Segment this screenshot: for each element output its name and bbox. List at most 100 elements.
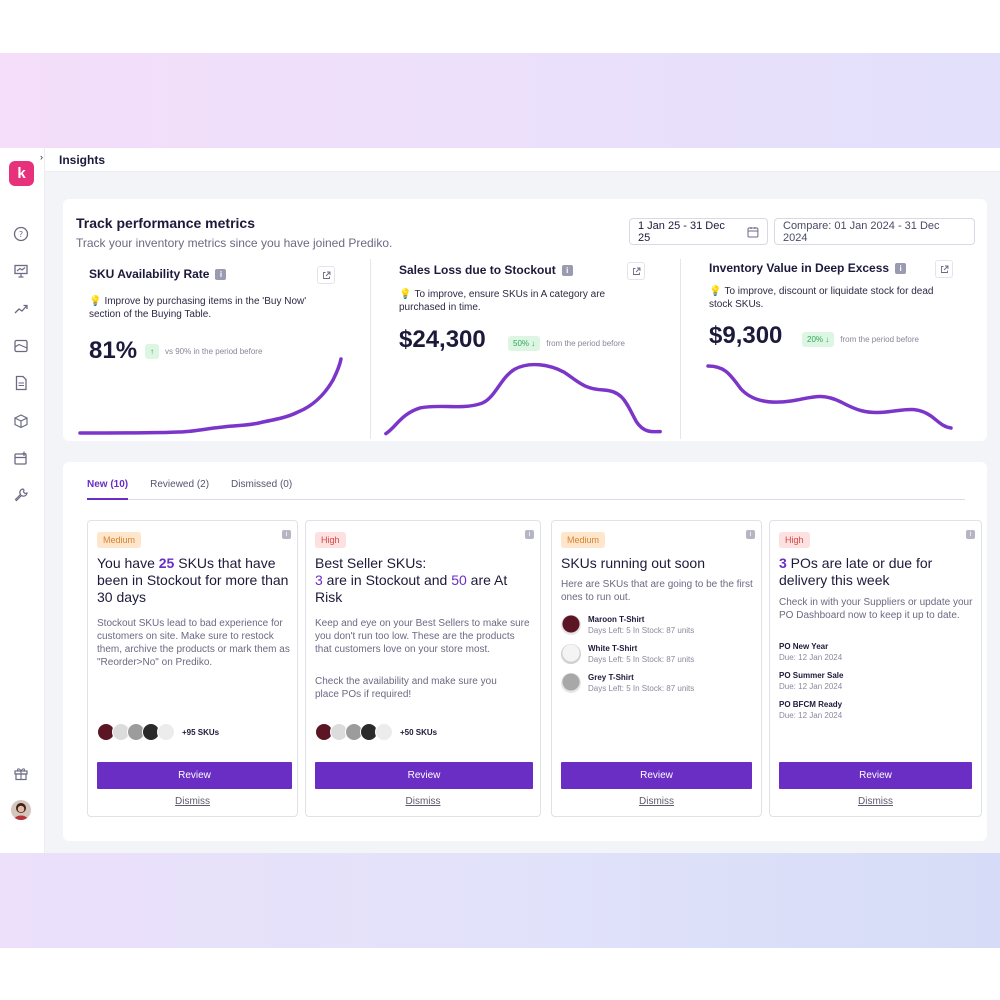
info-icon[interactable]: i [895,262,907,274]
info-icon[interactable]: i [282,530,291,539]
insight-body: Stockout SKUs lead to bad experience for… [97,618,290,668]
title-highlight: 3 [779,555,787,571]
sku-name: Grey T-Shirt [588,673,634,682]
insight-body: Here are SKUs that are going to be the f… [561,579,753,603]
performance-metrics-panel: Track performance metrics Track your inv… [63,199,987,441]
sku-info: Maroon T-Shirt Days Left: 5 In Stock: 87 … [588,614,694,636]
metric-change: 20% ↓ from the period before [802,332,919,347]
expand-sidebar-icon[interactable]: › [40,152,43,162]
review-button[interactable]: Review [97,762,292,789]
sparkline-chart [706,364,953,430]
priority-badge: Medium [97,532,142,548]
tab-reviewed[interactable]: Reviewed (2) [150,479,210,490]
sku-info: White T-Shirt Days Left: 5 In Stock: 87 u… [588,643,694,665]
metric-title: Sales Loss due to Stockout [399,263,556,277]
info-icon[interactable]: i [525,530,534,539]
dismiss-link[interactable]: Dismiss [175,796,210,807]
title-text: You have [97,555,159,571]
sku-name: White T-Shirt [588,644,638,653]
metric-title-row: Sales Loss due to Stockout i [399,263,573,277]
document-icon[interactable] [11,373,31,393]
external-link-icon[interactable] [627,262,645,280]
title-text: are At Risk [315,572,508,605]
sku-meta: Days Left: 5 In Stock: 87 units [588,655,695,664]
metric-title: Inventory Value in Deep Excess [709,261,890,275]
gift-icon[interactable] [11,763,31,783]
dismiss-link[interactable]: Dismiss [858,796,893,807]
change-badge: 20% ↓ [802,332,835,347]
metric-value: 81% [89,337,138,364]
review-button[interactable]: Review [315,762,533,789]
title-highlight: 25 [158,555,175,571]
lightbulb-icon: 💡 [709,286,722,297]
wrench-icon[interactable] [11,485,31,505]
insight-card-best-sellers: High i Best Seller SKUs: 3 are in Stockou… [305,520,541,817]
metric-title-row: Inventory Value in Deep Excess i [709,261,907,275]
compare-range-picker[interactable]: Compare: 01 Jan 2024 - 31 Dec 2024 [774,218,975,245]
insight-title: 3 POs are late or due for delivery this … [779,555,974,589]
review-button[interactable]: Review [561,762,752,789]
dismiss-link[interactable]: Dismiss [639,796,674,807]
sku-avatar-group[interactable]: +95 SKUs [97,723,219,741]
po-due: Due: 12 Jan 2024 [779,653,843,662]
user-avatar[interactable] [11,800,31,820]
tab-new[interactable]: New (10) [87,478,129,500]
app-window: k › ? Insights [0,148,1000,853]
metric-card-sales-loss: Sales Loss due to Stockout i 💡 To improve,… [370,259,680,439]
po-item[interactable]: PO BFCM Ready Due: 12 Jan 2024 [779,699,842,721]
image-icon[interactable] [11,336,31,356]
insight-title: Best Seller SKUs: 3 are in Stockout and 5… [315,555,530,606]
sku-meta: Days Left: 5 In Stock: 87 units [588,626,695,635]
sku-row[interactable]: White T-Shirt Days Left: 5 In Stock: 87 u… [561,643,694,665]
po-item[interactable]: PO New Year Due: 12 Jan 2024 [779,641,842,663]
change-text: from the period before [546,339,625,348]
review-button[interactable]: Review [779,762,972,789]
sku-row[interactable]: Maroon T-Shirt Days Left: 5 In Stock: 87 … [561,614,694,636]
help-icon[interactable]: ? [11,224,31,244]
trend-icon[interactable] [11,299,31,319]
white-tshirt-thumbnail [561,644,581,664]
po-item[interactable]: PO Summer Sale Due: 12 Jan 2024 [779,670,843,692]
external-link-icon[interactable] [317,266,335,284]
add-box-icon[interactable] [11,448,31,468]
sku-row[interactable]: Grey T-Shirt Days Left: 5 In Stock: 87 un… [561,672,694,694]
info-icon[interactable]: i [215,268,227,280]
priority-badge: High [315,532,346,548]
po-due: Due: 12 Jan 2024 [779,711,843,720]
insight-card-running-out: Medium i SKUs running out soon Here are … [551,520,762,817]
sidebar: k › ? [0,148,45,853]
metric-value: $24,300 [399,326,486,353]
lightbulb-icon: 💡 [399,289,412,300]
info-icon[interactable]: i [746,530,755,539]
page-title: Insights [59,153,106,167]
po-name: PO Summer Sale [779,671,844,680]
title-text: SKUs that have been in Stockout for more… [97,555,289,605]
metric-card-deep-excess: Inventory Value in Deep Excess i 💡 To impr… [680,259,987,439]
metric-tip: 💡 To improve, ensure SKUs in A category a… [399,288,629,314]
metric-value: $9,300 [709,322,783,349]
sku-name: Maroon T-Shirt [588,615,645,624]
bottom-gradient-band [0,853,1000,948]
metric-title: SKU Availability Rate [89,267,210,281]
sku-avatar-group[interactable]: +50 SKUs [315,723,437,741]
dismiss-link[interactable]: Dismiss [405,796,441,807]
info-icon[interactable]: i [966,530,975,539]
title-text: Best Seller SKUs: [315,555,427,571]
sparkline-chart [384,362,662,436]
metric-tip-text: Improve by purchasing items in the 'Buy … [89,296,307,320]
sku-thumbnail [375,723,393,741]
insight-card-late-pos: High i 3 POs are late or due for deliver… [769,520,982,817]
tab-dismissed[interactable]: Dismissed (0) [231,479,293,490]
insights-panel: New (10) Reviewed (2) Dismissed (0) Medi… [63,462,987,841]
date-range-picker[interactable]: 1 Jan 25 - 31 Dec 25 [629,218,768,245]
sku-info: Grey T-Shirt Days Left: 5 In Stock: 87 un… [588,672,694,694]
app-logo[interactable]: k [9,161,34,186]
external-link-icon[interactable] [935,260,953,278]
insight-card-stockout: Medium i You have 25 SKUs that have been… [87,520,298,817]
title-highlight: 3 [315,572,323,588]
sku-meta: Days Left: 5 In Stock: 87 units [588,684,695,693]
presentation-icon[interactable] [11,261,31,281]
box-icon[interactable] [11,411,31,431]
metric-change: ↑ vs 90% in the period before [145,344,262,359]
info-icon[interactable]: i [561,264,573,276]
